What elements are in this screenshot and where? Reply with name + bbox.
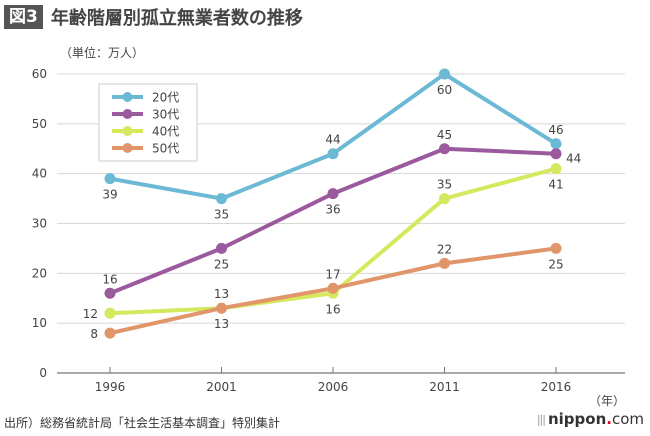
data-label: 16 [102,272,117,286]
data-label: 25 [214,257,229,271]
y-tick-label: 30 [32,217,47,231]
data-label: 41 [548,178,563,192]
data-point [439,68,450,80]
logo-bars-icon: ||| [536,412,546,426]
y-tick-label: 60 [32,67,47,81]
data-label: 35 [214,208,229,222]
y-tick-label: 10 [32,316,47,330]
data-label: 44 [566,152,581,166]
data-label: 12 [83,307,98,321]
x-tick-label: 1996 [95,380,126,394]
data-label: 60 [437,83,452,97]
logo-dot: . [606,410,612,428]
data-point [327,282,339,294]
x-tick-label: 2016 [541,380,572,394]
legend-swatch-marker [122,109,133,119]
data-point [104,327,116,339]
data-point [439,257,450,269]
legend-entry-label: 40代 [152,125,179,139]
logo-tld: com [611,410,644,428]
data-label: 35 [437,178,452,192]
data-point [104,173,116,185]
data-label: 39 [102,188,117,202]
data-label: 45 [437,128,452,142]
data-point [327,148,339,160]
y-tick-label: 20 [32,266,47,280]
x-axis-unit-label: （年） [589,394,625,408]
legend-swatch-marker [122,126,133,136]
data-point [216,302,227,314]
data-point [104,287,116,299]
x-tick-label: 2006 [318,380,349,394]
y-tick-label: 50 [32,117,47,131]
data-label: 46 [548,123,563,137]
source-note: 出所）総務省統計局「社会生活基本調査」特別集計 [4,416,281,430]
data-point [216,242,227,254]
logo-name: nippon [547,410,607,428]
data-point [550,163,562,175]
data-label: 16 [325,302,340,316]
legend-entry-label: 50代 [152,142,179,156]
data-point [327,188,339,200]
legend-swatch-marker [122,92,133,102]
data-point [216,193,227,205]
y-tick-label: 0 [39,366,47,380]
data-label: 8 [90,327,98,341]
x-tick-label: 2001 [206,380,237,394]
legend-entry-label: 20代 [152,91,179,105]
chart-title-block: 図3 年齢階層別孤立無業者数の推移 [4,4,303,30]
data-label: 44 [325,133,340,147]
data-point [439,143,450,155]
nippon-logo: ||| nippon . com [537,410,644,428]
data-label: 36 [325,203,340,217]
chart-title: 年齢階層別孤立無業者数の推移 [50,8,303,29]
legend-swatch-marker [122,143,133,153]
y-axis-unit-label: （単位：万人） [60,45,144,60]
figure-number-badge: 図3 [4,5,43,29]
data-point [550,148,562,160]
data-label: 13 [214,317,229,331]
data-point [104,307,116,319]
data-point [439,193,450,205]
legend-entry-label: 30代 [152,108,179,122]
x-tick-label: 2011 [429,380,460,394]
data-label: 17 [325,267,340,281]
y-tick-label: 40 [32,167,47,181]
data-label: 22 [437,242,452,256]
data-point [550,242,562,254]
data-label: 25 [548,257,563,271]
data-label: 13 [214,287,229,301]
data-point [550,138,562,150]
